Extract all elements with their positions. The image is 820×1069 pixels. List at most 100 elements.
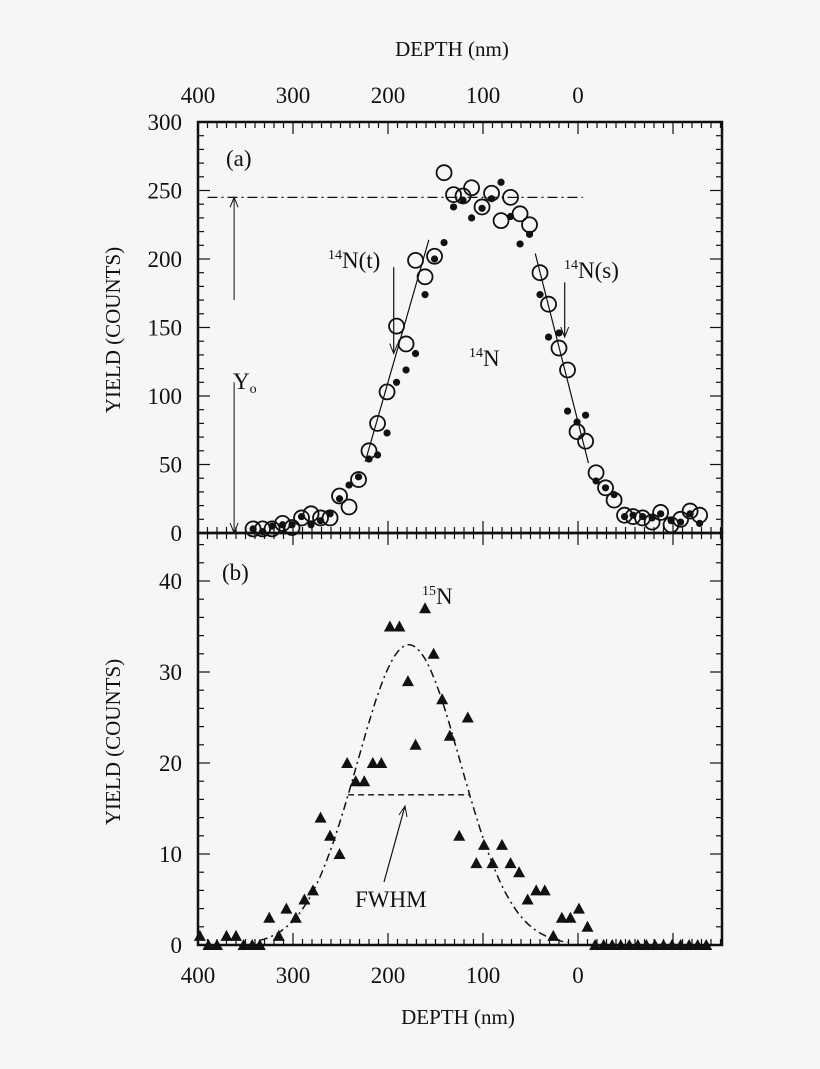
open-circle-point bbox=[388, 317, 405, 335]
triangle-point bbox=[555, 911, 568, 923]
filled-dot-point bbox=[563, 407, 572, 415]
top-x-tick-label: 0 bbox=[572, 83, 584, 108]
filled-dot-point bbox=[402, 366, 410, 374]
filled-dot-point bbox=[478, 204, 486, 212]
fwhm-label: FWHM bbox=[355, 887, 427, 912]
filled-dot-point bbox=[307, 521, 315, 529]
triangle-point bbox=[375, 757, 388, 768]
y-tick-label-b: 30 bbox=[159, 660, 182, 685]
triangle-point bbox=[393, 620, 406, 632]
triangle-point bbox=[581, 920, 594, 932]
filled-dot-point bbox=[686, 510, 694, 518]
filled-dot-point bbox=[354, 473, 363, 481]
y-tick-label-b: 20 bbox=[159, 751, 182, 776]
filled-dot-point bbox=[516, 240, 524, 248]
triangle-point bbox=[358, 775, 371, 787]
filled-dot-point bbox=[345, 481, 353, 489]
filled-dot-point bbox=[259, 528, 267, 536]
open-circle-point bbox=[473, 198, 491, 216]
fwhm-arrow-line bbox=[383, 805, 406, 883]
filled-dot-point bbox=[288, 521, 296, 529]
filled-dot-point bbox=[657, 510, 665, 518]
triangle-point bbox=[631, 939, 644, 950]
bottom-x-tick-label: 0 bbox=[572, 963, 584, 988]
filled-dot-point bbox=[268, 522, 276, 530]
filled-dot-point bbox=[421, 291, 429, 299]
triangle-point bbox=[253, 939, 266, 950]
filled-dot-point bbox=[365, 455, 373, 463]
filled-dot-point bbox=[468, 214, 476, 222]
gaussian-fit-curve bbox=[259, 644, 568, 944]
open-circle-point bbox=[293, 509, 310, 527]
open-circle-point bbox=[312, 509, 329, 527]
y-tick-label-a: 300 bbox=[148, 110, 183, 135]
filled-dot-point bbox=[316, 517, 325, 525]
bottom-x-axis-title: DEPTH (nm) bbox=[401, 1005, 515, 1029]
filled-dot-point bbox=[536, 291, 544, 299]
bottom-x-tick-label: 100 bbox=[466, 963, 501, 988]
filled-dot-point bbox=[497, 178, 505, 186]
filled-dot-point bbox=[449, 203, 458, 211]
triangle-point bbox=[504, 857, 517, 869]
y-axis-title-b: YIELD (COUNTS) bbox=[101, 659, 125, 825]
triangle-point bbox=[614, 939, 627, 950]
label-14n: 14N bbox=[469, 346, 500, 371]
triangle-point bbox=[289, 911, 302, 923]
triangle-point bbox=[657, 939, 670, 950]
top-x-tick-label: 100 bbox=[466, 83, 501, 108]
triangle-point bbox=[521, 893, 534, 905]
filled-dot-point bbox=[601, 484, 610, 492]
filled-dot-point bbox=[297, 512, 306, 521]
triangle-point bbox=[496, 838, 508, 850]
open-circle-point bbox=[577, 432, 594, 450]
triangle-point bbox=[477, 838, 490, 850]
triangle-point bbox=[298, 893, 311, 905]
open-circle-point bbox=[597, 479, 614, 497]
top-x-axis-title: DEPTH (nm) bbox=[395, 37, 509, 61]
triangle-point bbox=[700, 939, 713, 950]
arrowhead-down-icon bbox=[560, 326, 570, 339]
filled-dot-point bbox=[326, 510, 334, 518]
arrowhead-down-icon bbox=[229, 522, 239, 535]
triangle-point bbox=[486, 857, 499, 869]
triangle-point bbox=[640, 939, 653, 950]
triangle-point bbox=[606, 939, 619, 950]
filled-dot-point bbox=[592, 477, 600, 485]
open-circle-point bbox=[435, 164, 453, 182]
y-tick-label-a: 200 bbox=[148, 247, 183, 272]
triangle-point bbox=[674, 939, 687, 950]
open-circle-point bbox=[492, 212, 510, 230]
yo-label: Yo bbox=[233, 369, 257, 397]
open-circle-point bbox=[378, 383, 396, 401]
triangle-point bbox=[220, 929, 233, 941]
text-n: N bbox=[483, 346, 500, 371]
filled-dot-point bbox=[696, 519, 704, 528]
filled-dot-point bbox=[667, 517, 675, 525]
triangle-point bbox=[427, 647, 440, 659]
triangle-point bbox=[409, 738, 422, 750]
y-tick-label-a: 150 bbox=[148, 316, 183, 341]
open-circle-point bbox=[502, 188, 519, 206]
y-tick-label-a: 0 bbox=[171, 521, 183, 546]
triangle-point bbox=[341, 757, 354, 768]
triangle-point bbox=[230, 929, 242, 941]
text-n: N bbox=[436, 584, 453, 609]
triangle-point bbox=[530, 884, 543, 896]
filled-dot-point bbox=[648, 514, 656, 522]
y-tick-label-a: 250 bbox=[148, 179, 183, 204]
y-tick-label-b: 10 bbox=[159, 842, 182, 867]
open-circle-point bbox=[340, 498, 358, 516]
filled-dot-point bbox=[555, 329, 563, 337]
filled-dot-point bbox=[440, 238, 448, 247]
open-circle-point bbox=[416, 268, 434, 286]
triangle-point bbox=[547, 929, 560, 941]
sup-14: 14 bbox=[328, 248, 342, 263]
open-circle-point bbox=[681, 502, 699, 520]
filled-dot-point bbox=[525, 230, 534, 238]
open-circle-point bbox=[652, 504, 670, 521]
y-axis-title-a: YIELD (COUNTS) bbox=[101, 247, 125, 413]
triangle-point bbox=[366, 757, 379, 768]
open-circle-point bbox=[369, 414, 386, 432]
filled-dot-point bbox=[629, 511, 637, 519]
